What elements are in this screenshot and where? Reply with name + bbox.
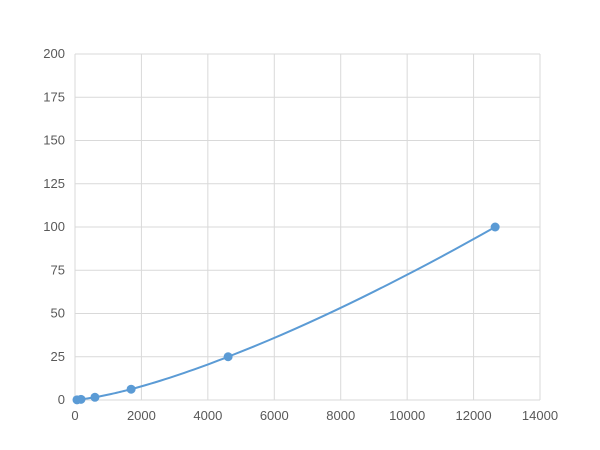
data-point: [90, 392, 100, 402]
x-tick-label: 2000: [127, 408, 156, 423]
y-tick-label: 175: [43, 89, 65, 104]
y-tick-label: 100: [43, 219, 65, 234]
x-tick-label: 12000: [455, 408, 491, 423]
x-tick-label: 14000: [522, 408, 558, 423]
y-tick-label: 125: [43, 176, 65, 191]
data-point: [76, 394, 86, 404]
data-point: [126, 384, 136, 394]
x-tick-label: 10000: [389, 408, 425, 423]
y-tick-label: 50: [51, 306, 65, 321]
x-tick-label: 8000: [326, 408, 355, 423]
x-tick-label: 4000: [193, 408, 222, 423]
x-tick-label: 0: [71, 408, 78, 423]
y-tick-label: 25: [51, 349, 65, 364]
x-tick-label: 6000: [260, 408, 289, 423]
y-tick-label: 0: [58, 392, 65, 407]
y-tick-label: 200: [43, 46, 65, 61]
data-point: [490, 222, 500, 232]
y-tick-label: 150: [43, 133, 65, 148]
y-tick-label: 75: [51, 262, 65, 277]
data-point: [223, 352, 233, 362]
